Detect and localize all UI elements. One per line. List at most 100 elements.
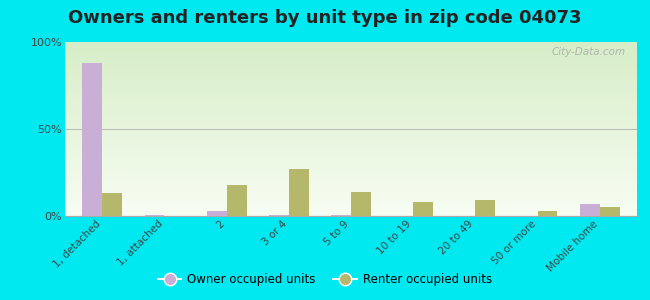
- Bar: [413, 202, 433, 216]
- Bar: [65, 112, 637, 113]
- Bar: [65, 92, 637, 94]
- Bar: [65, 101, 637, 103]
- Bar: [65, 46, 637, 47]
- Bar: [600, 207, 619, 216]
- Bar: [65, 77, 637, 79]
- Bar: [65, 51, 637, 52]
- Bar: [65, 84, 637, 85]
- Bar: [65, 194, 637, 195]
- Bar: [65, 164, 637, 166]
- Bar: [65, 138, 637, 140]
- Bar: [65, 72, 637, 73]
- Bar: [65, 94, 637, 96]
- Bar: [83, 63, 102, 216]
- Bar: [65, 98, 637, 99]
- Bar: [65, 185, 637, 186]
- Bar: [102, 194, 122, 216]
- Bar: [65, 160, 637, 162]
- Bar: [65, 186, 637, 188]
- Bar: [65, 211, 637, 212]
- Bar: [65, 44, 637, 46]
- Bar: [65, 202, 637, 204]
- Bar: [65, 146, 637, 148]
- Bar: [65, 145, 637, 146]
- Bar: [538, 211, 558, 216]
- Bar: [65, 59, 637, 61]
- Bar: [65, 110, 637, 112]
- Bar: [65, 118, 637, 120]
- Bar: [65, 150, 637, 152]
- Bar: [65, 159, 637, 160]
- Bar: [65, 108, 637, 110]
- Text: Owners and renters by unit type in zip code 04073: Owners and renters by unit type in zip c…: [68, 9, 582, 27]
- Bar: [65, 169, 637, 171]
- Bar: [65, 153, 637, 155]
- Bar: [65, 49, 637, 51]
- Bar: [65, 209, 637, 211]
- Bar: [65, 133, 637, 134]
- Bar: [144, 215, 164, 216]
- Bar: [65, 199, 637, 200]
- Bar: [65, 152, 637, 153]
- Bar: [351, 192, 371, 216]
- Bar: [65, 47, 637, 49]
- Bar: [65, 136, 637, 138]
- Bar: [65, 212, 637, 214]
- Bar: [65, 192, 637, 194]
- Bar: [65, 143, 637, 145]
- Bar: [65, 87, 637, 89]
- Bar: [65, 190, 637, 192]
- Bar: [65, 157, 637, 159]
- Bar: [207, 211, 227, 216]
- Bar: [65, 188, 637, 190]
- Bar: [65, 183, 637, 185]
- Bar: [65, 75, 637, 77]
- Bar: [65, 117, 637, 118]
- Bar: [65, 197, 637, 199]
- Bar: [65, 120, 637, 122]
- Bar: [65, 200, 637, 202]
- Bar: [65, 106, 637, 108]
- Bar: [580, 204, 600, 216]
- Bar: [65, 85, 637, 87]
- Bar: [65, 89, 637, 91]
- Bar: [65, 148, 637, 150]
- Bar: [65, 166, 637, 167]
- Bar: [65, 214, 637, 216]
- Bar: [65, 171, 637, 172]
- Bar: [65, 140, 637, 141]
- Bar: [65, 68, 637, 70]
- Bar: [65, 155, 637, 157]
- Bar: [65, 131, 637, 133]
- Bar: [65, 181, 637, 183]
- Bar: [65, 134, 637, 136]
- Bar: [65, 82, 637, 84]
- Bar: [289, 169, 309, 216]
- Bar: [65, 179, 637, 181]
- Bar: [65, 124, 637, 125]
- Bar: [65, 105, 637, 106]
- Bar: [65, 162, 637, 164]
- Bar: [65, 79, 637, 80]
- Bar: [65, 113, 637, 115]
- Bar: [65, 61, 637, 63]
- Bar: [65, 80, 637, 82]
- Bar: [65, 52, 637, 54]
- Bar: [475, 200, 495, 216]
- Bar: [65, 129, 637, 131]
- Bar: [65, 66, 637, 68]
- Bar: [269, 215, 289, 216]
- Bar: [65, 58, 637, 59]
- Bar: [65, 206, 637, 207]
- Bar: [65, 176, 637, 178]
- Bar: [227, 185, 246, 216]
- Bar: [65, 42, 637, 44]
- Bar: [65, 54, 637, 56]
- Bar: [65, 195, 637, 197]
- Bar: [65, 56, 637, 58]
- Bar: [65, 172, 637, 174]
- Bar: [65, 70, 637, 72]
- Bar: [65, 127, 637, 129]
- Bar: [65, 174, 637, 176]
- Bar: [65, 63, 637, 64]
